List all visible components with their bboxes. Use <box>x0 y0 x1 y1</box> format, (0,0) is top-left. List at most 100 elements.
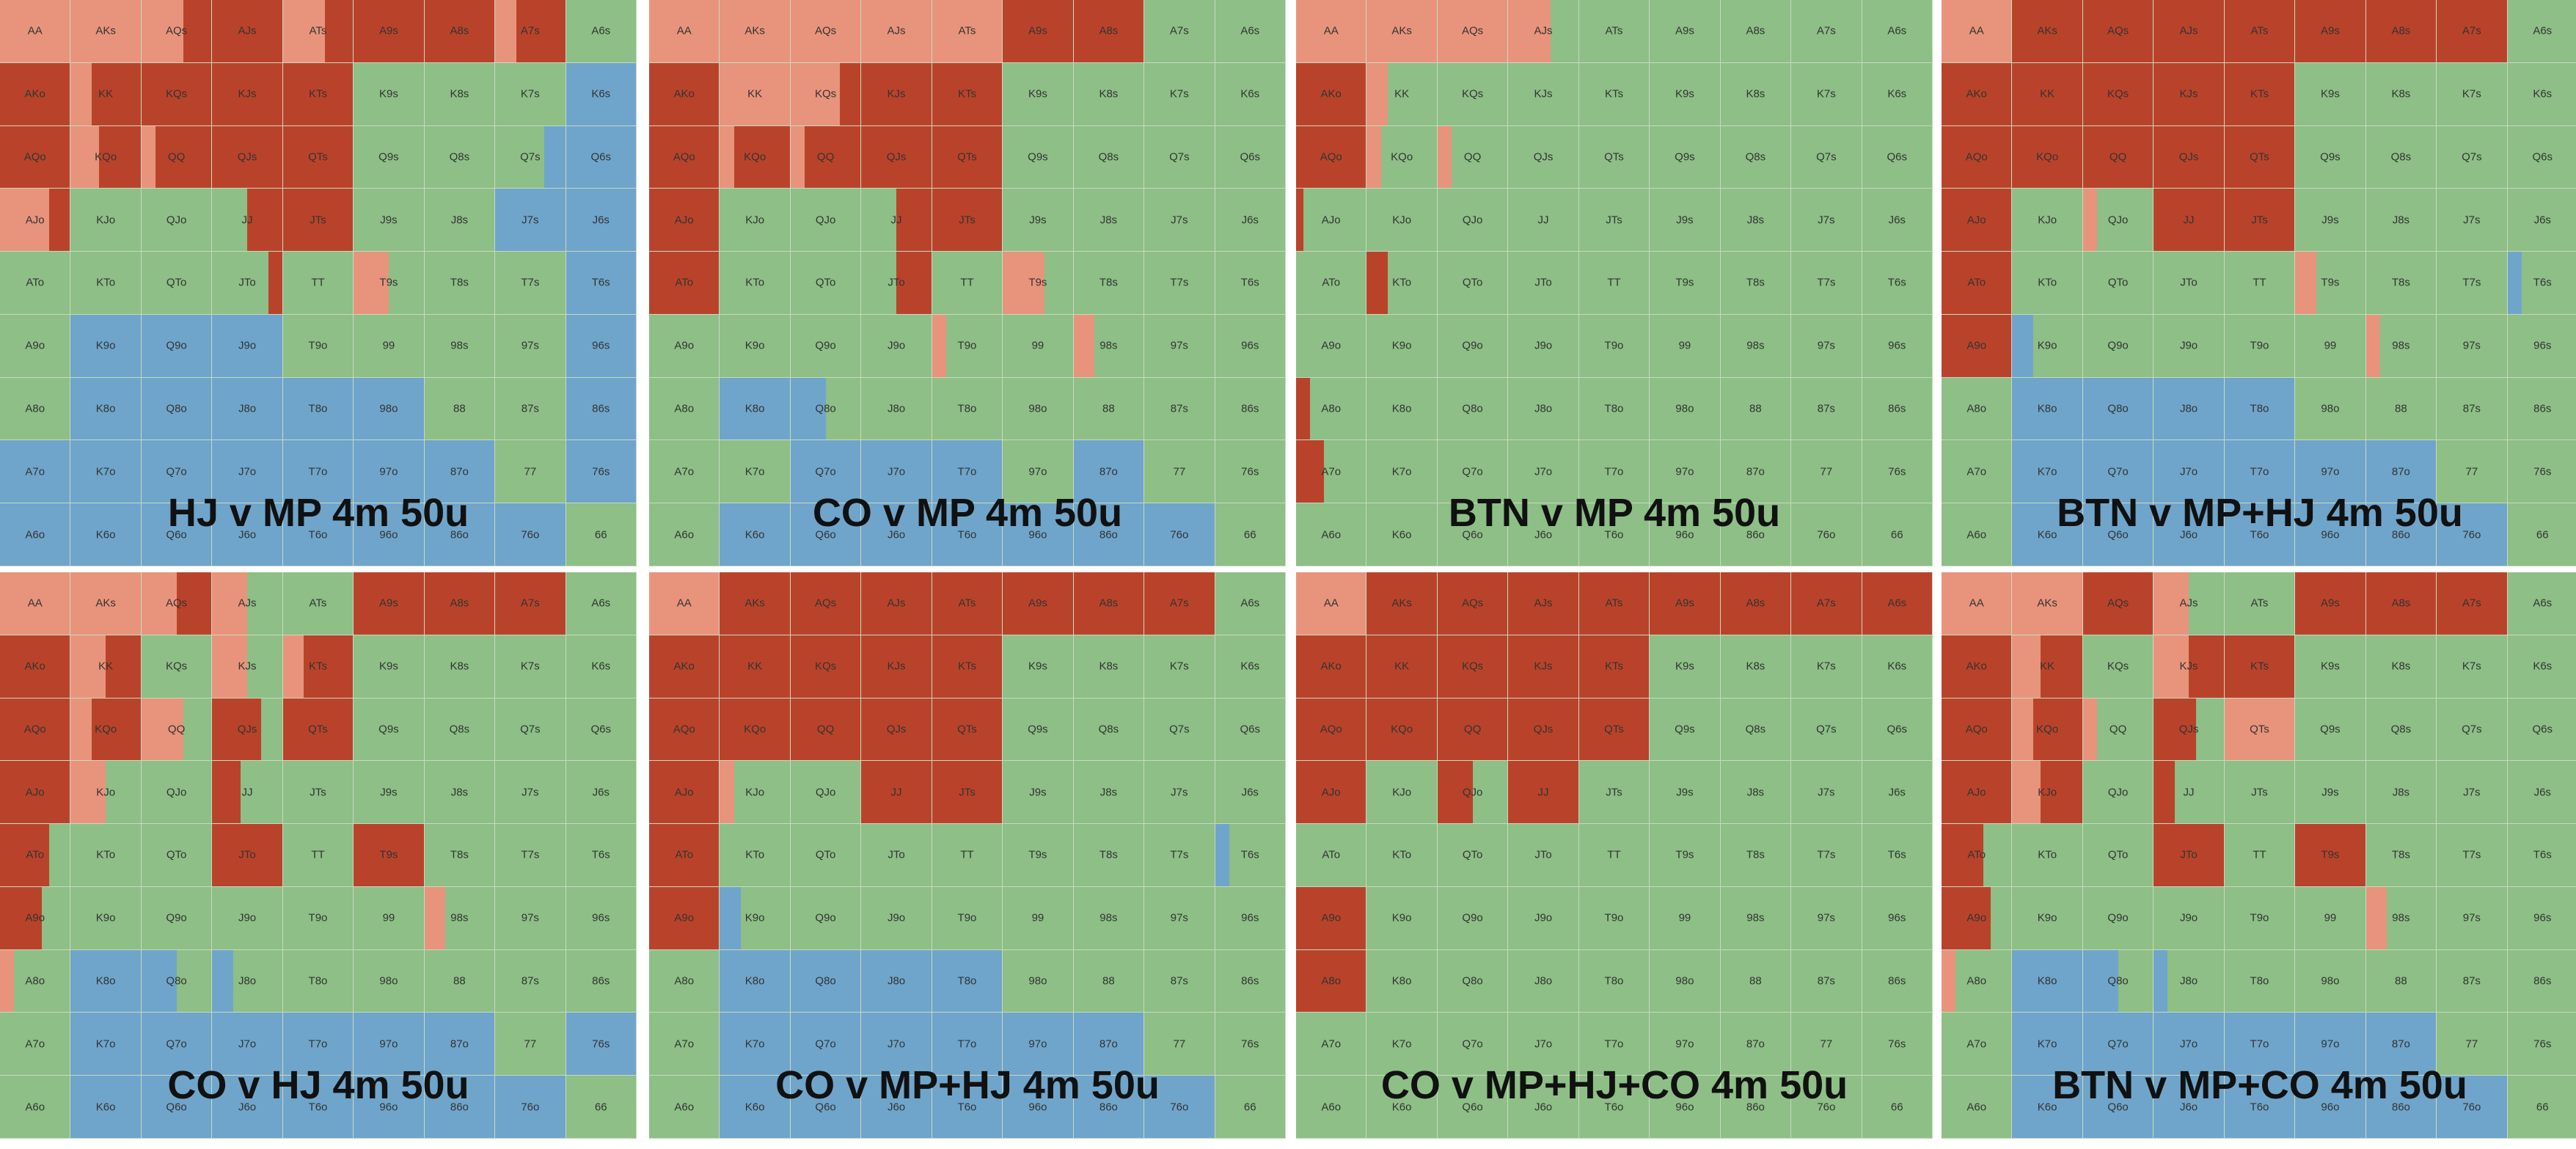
hand-label: 87s <box>521 402 539 415</box>
hand-label: J8o <box>238 402 257 415</box>
hand-label: 66 <box>1890 528 1903 541</box>
hand-cell: T8s <box>2365 252 2437 315</box>
hand-cell: QTs <box>282 698 354 762</box>
hand-cell: A8s <box>1073 0 1145 63</box>
action-segment <box>141 189 212 252</box>
action-segment <box>2224 252 2295 314</box>
action-segment <box>1380 125 1437 189</box>
hand-label: 77 <box>1820 1037 1833 1051</box>
hand-label: 87o <box>1746 1037 1765 1051</box>
chart-title: CO v MP+HJ+CO 4m 50u <box>1380 1063 1848 1107</box>
hand-cell: K9o <box>70 314 142 378</box>
action-segment <box>804 125 861 189</box>
action-segment <box>2096 189 2154 252</box>
hand-label: AKo <box>1966 660 1987 673</box>
action-segment <box>2295 252 2316 314</box>
hand-label: KK <box>1394 87 1410 101</box>
action-segment <box>388 252 424 314</box>
action-segment <box>1144 189 1215 252</box>
action-segment <box>176 572 212 635</box>
hand-cell: KJo <box>70 761 142 825</box>
action-segment <box>544 125 566 189</box>
hand-label: K7s <box>1169 87 1189 101</box>
action-segment <box>0 314 70 377</box>
hand-cell: T6o <box>2224 503 2296 566</box>
hand-label: 77 <box>1173 465 1186 478</box>
hand-cell: K8s <box>1073 62 1145 126</box>
hand-cell: K8s <box>1720 635 1792 698</box>
hand-label: T7o <box>957 465 977 478</box>
action-segment <box>2082 377 2154 440</box>
hand-cell: 98o <box>2295 949 2366 1013</box>
action-segment <box>2154 0 2224 62</box>
hand-label: A6s <box>2533 24 2553 37</box>
action-segment <box>282 761 354 824</box>
action-segment <box>1791 377 1862 440</box>
action-segment <box>790 314 861 377</box>
hand-cell: J8o <box>212 949 283 1013</box>
action-segment <box>1720 189 1791 252</box>
hand-label: Q9s <box>2320 723 2341 736</box>
action-segment <box>1073 377 1144 440</box>
hand-cell: T7s <box>2437 252 2508 315</box>
action-segment <box>2154 189 2224 252</box>
hand-cell: 88 <box>424 377 496 441</box>
hand-cell: QQ <box>2082 698 2154 762</box>
hand-label: K7o <box>744 465 765 478</box>
action-segment <box>1862 440 1932 503</box>
hand-label: T7s <box>521 276 540 289</box>
hand-label: T8o <box>957 402 977 415</box>
hand-label: 88 <box>1749 402 1762 415</box>
hand-cell: TT <box>282 252 354 315</box>
hand-label: K8s <box>450 660 469 673</box>
hand-cell: Q8s <box>1720 125 1792 189</box>
action-segment <box>2082 0 2154 62</box>
hand-cell: J7s <box>1144 761 1215 825</box>
hand-cell: AQs <box>2082 0 2154 63</box>
action-segment <box>1296 503 1366 566</box>
action-segment <box>1215 503 1285 566</box>
hand-label: 97o <box>1028 1037 1047 1051</box>
action-segment <box>2437 377 2507 440</box>
action-segment <box>2295 62 2365 125</box>
hand-label: 76s <box>1888 1037 1906 1051</box>
hand-cell: 97s <box>1144 314 1215 378</box>
action-segment <box>1215 314 1285 377</box>
hand-label: AJs <box>1534 24 1553 37</box>
action-segment <box>2365 314 2380 377</box>
hand-cell: TT <box>932 252 1003 315</box>
hand-label: K7s <box>520 660 540 673</box>
chart-title: CO v HJ 4m 50u <box>167 1063 469 1107</box>
action-segment <box>1862 314 1932 377</box>
hand-cell: T7s <box>495 824 566 887</box>
hand-label: ATo <box>675 276 694 289</box>
hand-cell: QTo <box>790 252 862 315</box>
hand-cell: KQs <box>1437 62 1509 126</box>
hand-label: 76o <box>521 528 540 541</box>
hand-cell: Q9s <box>2295 125 2366 189</box>
hand-label: T9o <box>308 911 328 924</box>
hand-label: KQo <box>744 723 766 736</box>
hand-label: Q6o <box>1462 528 1483 541</box>
hand-label: A9s <box>2321 597 2340 610</box>
hand-label: 76s <box>1241 465 1259 478</box>
hand-label: 76o <box>2462 528 2481 541</box>
action-segment <box>825 377 861 440</box>
hand-label: K9o <box>95 911 116 924</box>
action-segment <box>0 635 70 698</box>
hand-label: Q8o <box>1462 974 1483 988</box>
hand-cell: 86s <box>2507 949 2576 1013</box>
hand-label: K9s <box>1675 660 1694 673</box>
hand-label: Q8o <box>2107 402 2129 415</box>
hand-cell: KK <box>70 62 142 126</box>
hand-label: J8s <box>2392 214 2410 227</box>
hand-label: Q9s <box>1028 723 1048 736</box>
hand-cell: K8s <box>424 62 496 126</box>
action-segment <box>1144 503 1215 566</box>
hand-cell: Q6s <box>1215 125 1286 189</box>
hand-label: 86s <box>2533 402 2552 415</box>
hand-cell: AA <box>649 0 720 63</box>
action-segment <box>2437 503 2507 566</box>
hand-label: T7s <box>2462 276 2481 289</box>
hand-cell: J9o <box>861 314 932 378</box>
